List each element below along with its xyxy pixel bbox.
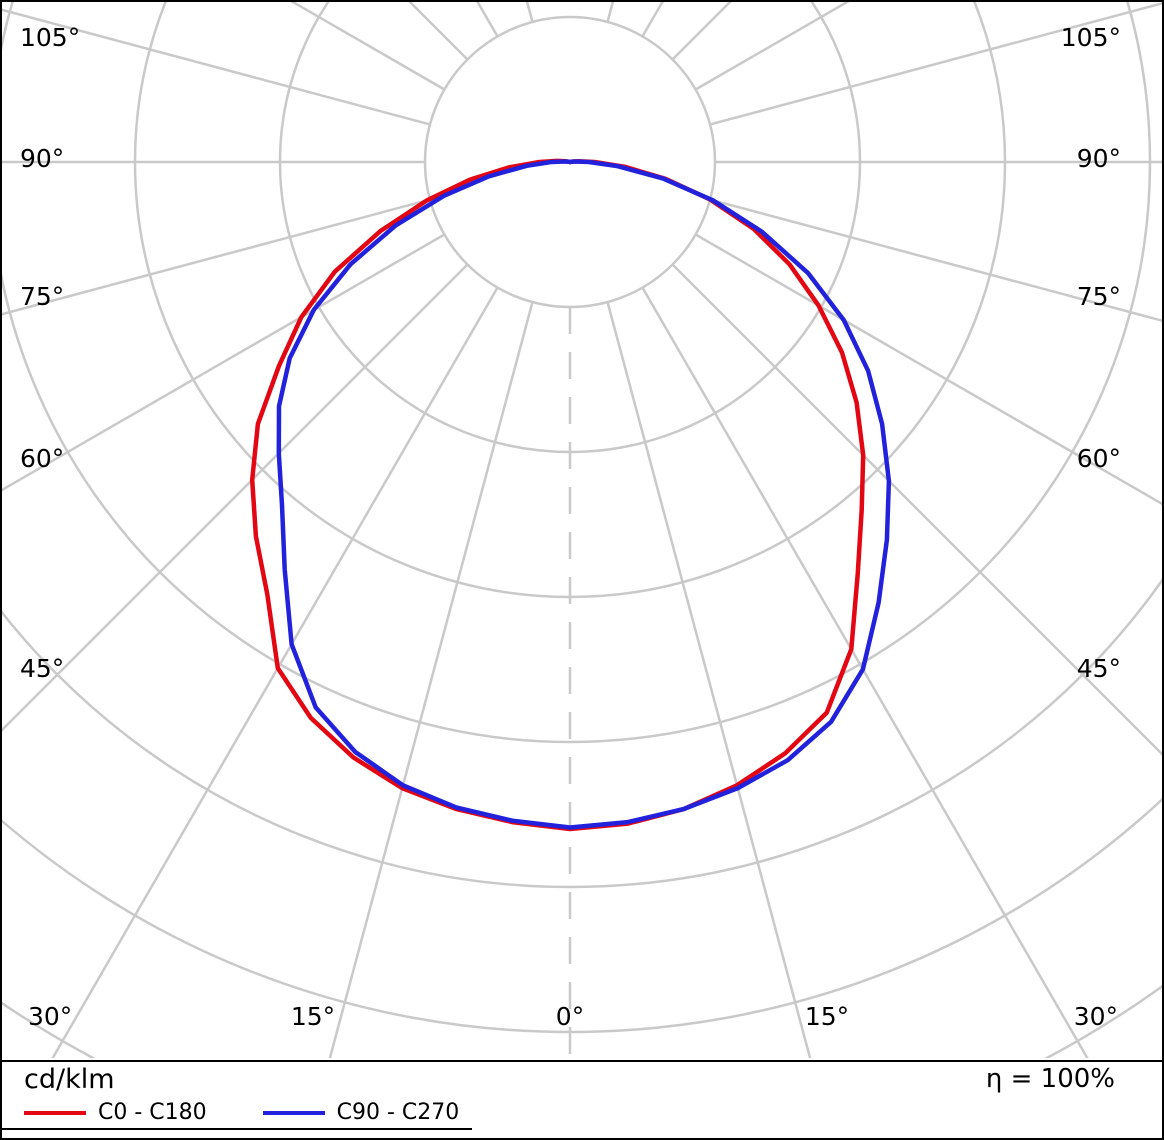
legend-bottom-rule	[2, 1128, 472, 1130]
legend: C0 - C180 C90 - C270	[24, 1100, 459, 1125]
legend-entry-c90-c270: C90 - C270	[262, 1100, 460, 1125]
polar-grid-ray	[51, 286, 499, 1058]
angle-label: 105°	[20, 23, 80, 52]
angle-label: 105°	[1061, 23, 1121, 52]
polar-chart: 105° 90° 75° 60° 45° 30° 15° 0° 15° 30° 105° 90° 75°…	[2, 2, 1162, 1058]
angle-label: 75°	[1077, 282, 1121, 311]
polar-grid-ray	[328, 301, 534, 1058]
legend-separator-line	[2, 1060, 1162, 1062]
polar-grid-ray	[2, 233, 446, 492]
polar-grid-circle	[2, 797, 1162, 1033]
plot-group	[2, 2, 1162, 1058]
curve-c90-c270	[276, 159, 892, 830]
angle-labels-group: 105° 90° 75° 60° 45° 30° 15° 0° 15° 30° 105° 90° 75°…	[20, 23, 1121, 1031]
c90-c270-line-swatch	[262, 1110, 325, 1115]
legend-entry-c0-c180: C0 - C180	[24, 1100, 207, 1125]
angle-label: 30°	[1074, 1002, 1118, 1031]
polar-grid-circle	[278, 2, 862, 454]
angle-label: 15°	[291, 1002, 335, 1031]
angle-label: 90°	[1077, 144, 1121, 173]
curve-c0-c180	[249, 158, 866, 832]
angle-label: 90°	[20, 144, 64, 173]
polar-grid-ray	[709, 2, 1162, 126]
polar-grid-ray	[2, 198, 431, 316]
polar-grid-ray	[671, 263, 1162, 756]
polar-grid-ray	[641, 286, 1089, 1058]
angle-label: 15°	[805, 1002, 849, 1031]
unit-label: cd/klm	[24, 1064, 115, 1095]
polar-grid-ray	[2, 263, 469, 732]
angle-label: 45°	[20, 654, 64, 683]
polar-grid-ray	[606, 301, 812, 1058]
polar-grid-ray	[694, 233, 1162, 506]
angle-label: 45°	[1077, 654, 1121, 683]
polar-grid-circle	[2, 578, 1162, 889]
angle-label: 75°	[20, 282, 64, 311]
angle-label: 0°	[556, 1002, 584, 1031]
legend-entry-label: C90 - C270	[336, 1100, 460, 1125]
polar-grid-circle	[2, 2, 1152, 744]
angle-label: 60°	[20, 444, 64, 473]
legend-entry-label: C0 - C180	[98, 1100, 207, 1125]
efficiency-label: η = 100%	[985, 1064, 1115, 1094]
angle-label: 60°	[1077, 444, 1121, 473]
c0-c180-line-swatch	[24, 1110, 86, 1115]
angle-label: 30°	[28, 1002, 72, 1031]
polar-grid-ray	[709, 198, 1162, 322]
polar-grid-ray	[2, 8, 431, 126]
